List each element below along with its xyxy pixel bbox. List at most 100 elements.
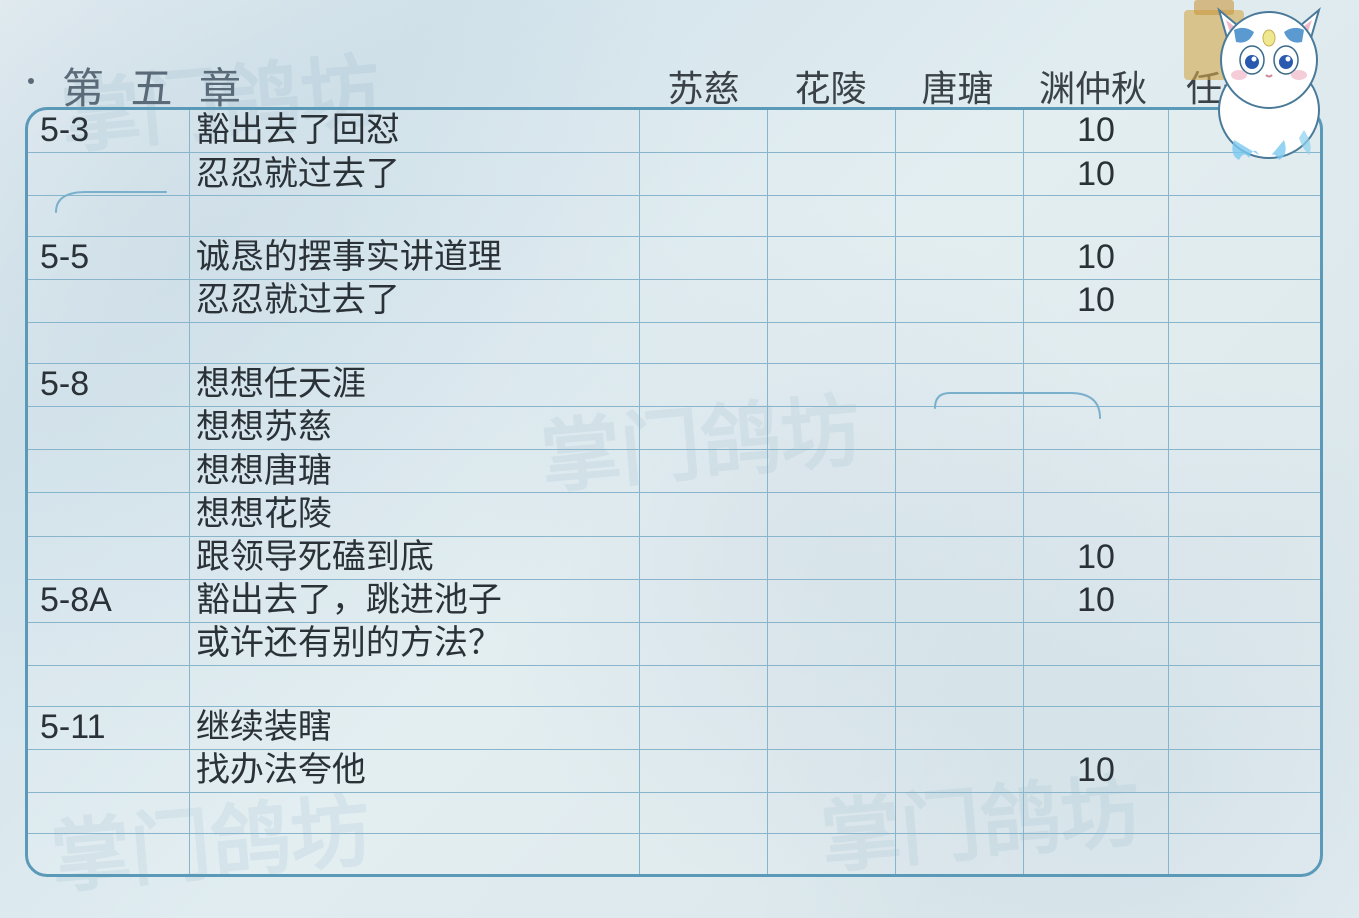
cell-rentianya xyxy=(1169,749,1320,792)
cell-yuanzhongqiu: 10 xyxy=(1023,110,1168,153)
cell-section xyxy=(28,749,189,792)
cell-tangtang xyxy=(895,665,1023,706)
cell-rentianya xyxy=(1169,579,1320,622)
table-row: 想想苏慈 xyxy=(28,407,1320,450)
cell-description: 想想任天涯 xyxy=(189,363,639,406)
cell-hualing xyxy=(767,622,895,665)
cell-rentianya xyxy=(1169,622,1320,665)
cell-rentianya xyxy=(1169,450,1320,493)
table-row: 找办法夸他10 xyxy=(28,749,1320,792)
table-row: 想想花陵 xyxy=(28,493,1320,536)
cell-section: 5-3 xyxy=(28,110,189,153)
cell-suci xyxy=(639,706,767,749)
table-row xyxy=(28,196,1320,237)
cell-section: 5-8 xyxy=(28,363,189,406)
cell-hualing xyxy=(767,450,895,493)
cell-hualing xyxy=(767,363,895,406)
cell-suci xyxy=(639,363,767,406)
cell-description: 想想唐瑭 xyxy=(189,450,639,493)
cell-description: 跟领导死磕到底 xyxy=(189,536,639,579)
cell-tangtang xyxy=(895,706,1023,749)
cell-yuanzhongqiu: 10 xyxy=(1023,153,1168,196)
cell-yuanzhongqiu xyxy=(1023,622,1168,665)
cell-yuanzhongqiu: 10 xyxy=(1023,280,1168,323)
cell-hualing xyxy=(767,749,895,792)
cell-hualing xyxy=(767,792,895,833)
cell-suci xyxy=(639,579,767,622)
cell-hualing xyxy=(767,706,895,749)
cell-rentianya xyxy=(1169,706,1320,749)
cell-suci xyxy=(639,323,767,364)
cell-suci xyxy=(639,833,767,874)
table-row: 5-11继续装瞎 xyxy=(28,706,1320,749)
cell-yuanzhongqiu xyxy=(1023,665,1168,706)
cell-rentianya xyxy=(1169,280,1320,323)
cell-yuanzhongqiu xyxy=(1023,196,1168,237)
cell-description: 想想苏慈 xyxy=(189,407,639,450)
cell-hualing xyxy=(767,536,895,579)
cell-suci xyxy=(639,622,767,665)
cell-yuanzhongqiu: 10 xyxy=(1023,236,1168,279)
cell-yuanzhongqiu xyxy=(1023,450,1168,493)
table-row: 想想唐瑭 xyxy=(28,450,1320,493)
cell-yuanzhongqiu xyxy=(1023,833,1168,874)
header-hualing: 花陵 xyxy=(767,60,894,112)
cell-hualing xyxy=(767,110,895,153)
cell-tangtang xyxy=(895,196,1023,237)
cell-tangtang xyxy=(895,450,1023,493)
cell-description xyxy=(189,196,639,237)
cell-yuanzhongqiu xyxy=(1023,363,1168,406)
cell-section xyxy=(28,833,189,874)
cell-description: 或许还有别的方法？ xyxy=(189,622,639,665)
cell-hualing xyxy=(767,407,895,450)
cell-tangtang xyxy=(895,407,1023,450)
cell-section: 5-8A xyxy=(28,579,189,622)
cell-tangtang xyxy=(895,280,1023,323)
cell-section xyxy=(28,280,189,323)
cell-tangtang xyxy=(895,323,1023,364)
cell-tangtang xyxy=(895,622,1023,665)
cell-section xyxy=(28,196,189,237)
cell-suci xyxy=(639,280,767,323)
cell-hualing xyxy=(767,833,895,874)
cell-tangtang xyxy=(895,363,1023,406)
cell-section: 5-11 xyxy=(28,706,189,749)
cell-rentianya xyxy=(1169,536,1320,579)
cell-yuanzhongqiu xyxy=(1023,706,1168,749)
cell-section xyxy=(28,323,189,364)
cell-suci xyxy=(639,236,767,279)
cell-section xyxy=(28,622,189,665)
table-row: 忍忍就过去了10 xyxy=(28,280,1320,323)
cell-tangtang xyxy=(895,749,1023,792)
header-tangtang: 唐瑭 xyxy=(894,60,1021,112)
cell-description: 诚恳的摆事实讲道理 xyxy=(189,236,639,279)
cell-rentianya xyxy=(1169,363,1320,406)
cell-rentianya xyxy=(1169,323,1320,364)
cell-description xyxy=(189,792,639,833)
guide-table: 5-3豁出去了回怼10忍忍就过去了105-5诚恳的摆事实讲道理10忍忍就过去了1… xyxy=(25,107,1323,877)
cell-hualing xyxy=(767,196,895,237)
table-row: 5-8想想任天涯 xyxy=(28,363,1320,406)
mascot-character xyxy=(1174,0,1354,170)
cell-section xyxy=(28,450,189,493)
cell-yuanzhongqiu xyxy=(1023,792,1168,833)
cell-rentianya xyxy=(1169,236,1320,279)
cell-section: 5-5 xyxy=(28,236,189,279)
cell-rentianya xyxy=(1169,833,1320,874)
cell-hualing xyxy=(767,579,895,622)
table-row: 5-8A豁出去了，跳进池子10 xyxy=(28,579,1320,622)
cell-tangtang xyxy=(895,236,1023,279)
cell-rentianya xyxy=(1169,665,1320,706)
cell-description: 找办法夸他 xyxy=(189,749,639,792)
cell-tangtang xyxy=(895,579,1023,622)
cell-hualing xyxy=(767,323,895,364)
table-row xyxy=(28,792,1320,833)
table-row xyxy=(28,665,1320,706)
cell-tangtang xyxy=(895,493,1023,536)
cell-tangtang xyxy=(895,792,1023,833)
cell-description: 继续装瞎 xyxy=(189,706,639,749)
header-yuanzhongqiu: 渊仲秋 xyxy=(1021,60,1165,112)
cell-hualing xyxy=(767,153,895,196)
column-headers: 苏慈 花陵 唐瑭 渊仲秋 任天涯 xyxy=(0,60,1359,112)
cell-tangtang xyxy=(895,153,1023,196)
